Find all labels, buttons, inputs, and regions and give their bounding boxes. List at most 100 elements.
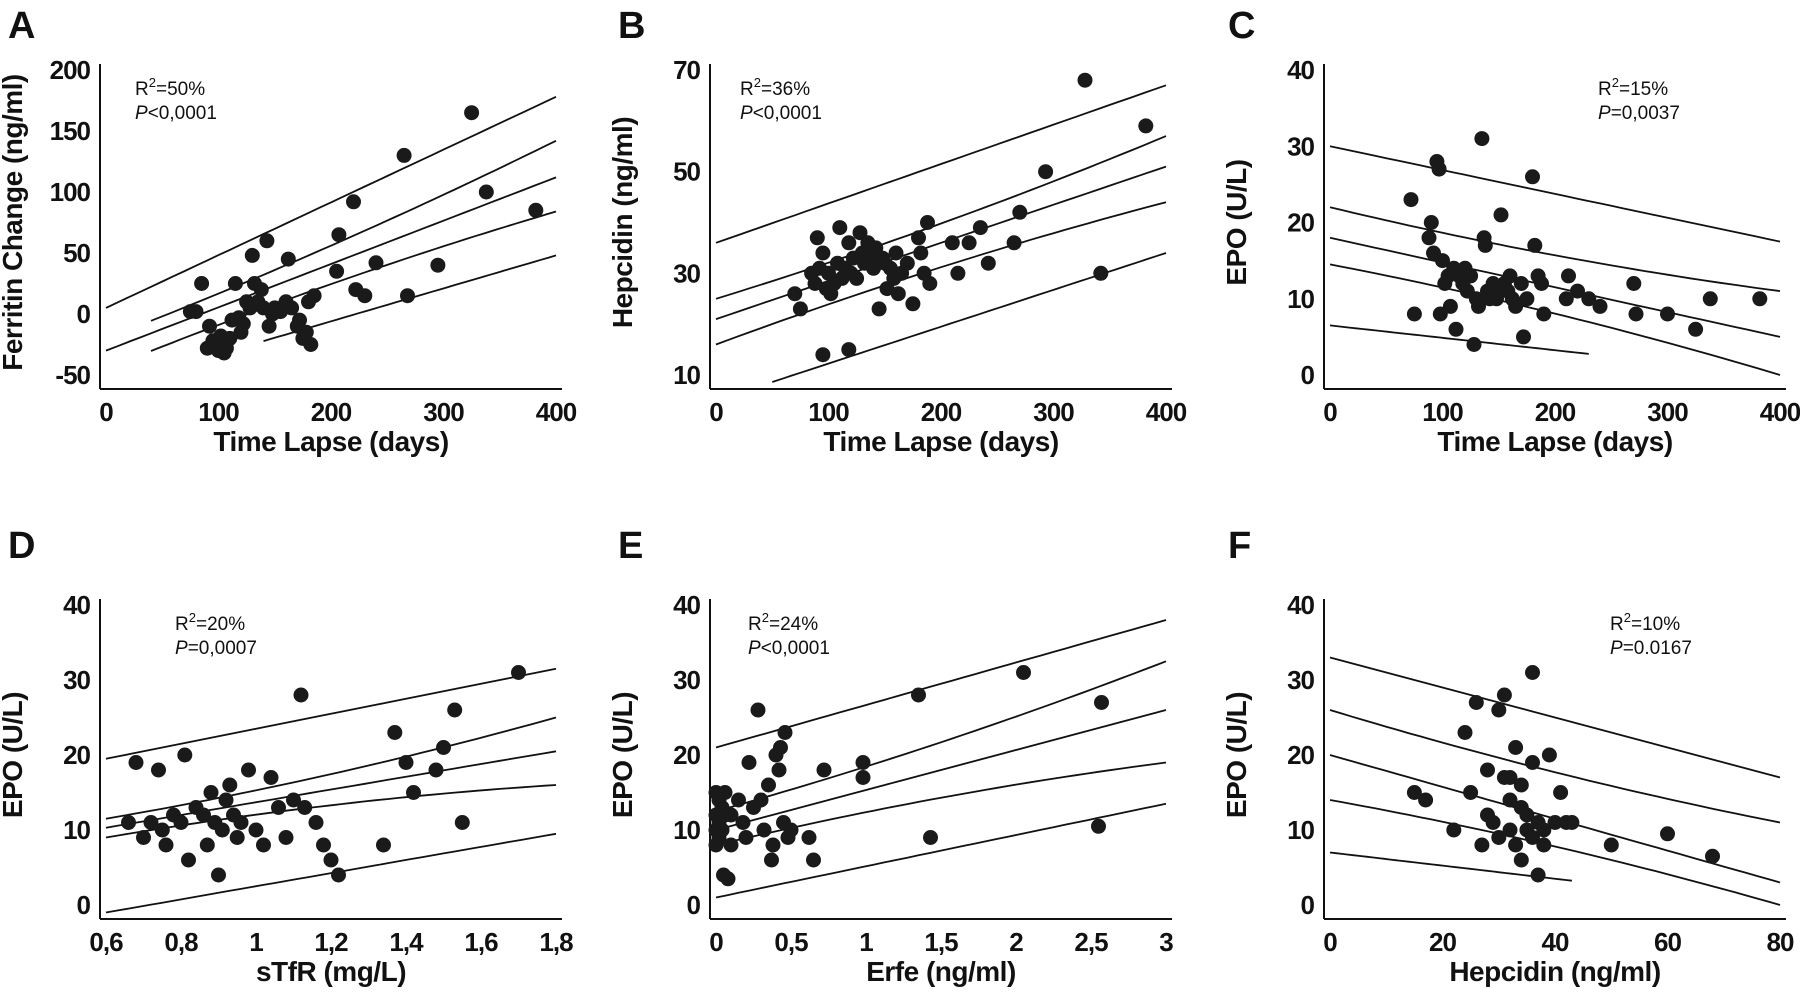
data-point	[121, 815, 136, 830]
data-point	[1457, 725, 1473, 740]
prediction-upper-line	[1329, 656, 1781, 779]
x-tick-label: 60	[1654, 927, 1681, 957]
data-point	[1581, 291, 1597, 307]
r-exponent: 2	[149, 75, 156, 90]
panel-letter: F	[1228, 525, 1251, 567]
data-point	[293, 687, 309, 703]
data-point	[244, 247, 260, 263]
data-point	[1530, 867, 1546, 883]
prediction-lower-line	[1329, 324, 1589, 355]
data-point	[1553, 785, 1569, 800]
x-axis-title: Erfe (ng/ml)	[866, 956, 1016, 987]
data-point	[248, 822, 264, 838]
data-point	[1093, 265, 1109, 281]
data-point	[1471, 298, 1486, 314]
prediction-upper-line	[715, 619, 1167, 749]
data-point	[750, 702, 766, 718]
data-point	[911, 230, 926, 246]
prediction-lower-line	[715, 802, 1167, 899]
data-point	[308, 815, 324, 830]
data-point	[717, 785, 733, 800]
data-point	[1561, 268, 1576, 284]
data-point	[202, 318, 217, 334]
y-tick-label: 150	[50, 116, 91, 146]
x-tick-label: 200	[311, 397, 352, 427]
prediction-upper-line	[105, 667, 557, 760]
y-tick-label: 40	[1287, 590, 1314, 620]
y-tick-label: 200	[50, 55, 91, 85]
data-point	[890, 286, 906, 302]
data-point	[1493, 207, 1509, 223]
x-axis-title: sTfR (mg/L)	[256, 956, 406, 987]
y-tick-label: 10	[1287, 284, 1314, 314]
data-point	[950, 265, 966, 281]
y-tick-label: 20	[1287, 740, 1314, 770]
data-point	[323, 852, 339, 868]
data-point	[923, 830, 938, 845]
confidence-upper-line	[105, 716, 557, 820]
data-point	[1527, 237, 1543, 253]
p-symbol: P	[1610, 638, 1623, 659]
p-symbol: P	[748, 638, 761, 659]
data-point	[1626, 276, 1642, 291]
data-point	[368, 255, 384, 271]
data-point	[199, 837, 215, 853]
data-point	[1592, 298, 1608, 314]
data-point	[1534, 276, 1549, 291]
data-point	[922, 276, 938, 291]
r-squared-value: =20%	[196, 614, 245, 635]
data-point	[1541, 747, 1557, 763]
data-point	[899, 255, 915, 271]
x-axis-title: Time Lapse (days)	[1437, 426, 1672, 457]
data-point	[229, 830, 245, 845]
data-point	[1038, 164, 1054, 180]
y-tick-label: 0	[77, 890, 91, 920]
data-point	[1516, 329, 1531, 345]
prediction-upper-line	[715, 84, 1167, 244]
x-axis-title: Hepcidin (ng/ml)	[1449, 956, 1660, 987]
p-symbol: P	[135, 103, 148, 124]
data-point	[1508, 740, 1524, 755]
data-point	[1485, 815, 1501, 830]
r-symbol: R	[135, 79, 149, 100]
r-exponent: 2	[1612, 75, 1619, 90]
data-point	[143, 815, 159, 830]
data-point	[214, 822, 230, 838]
p-value: <0,0001	[753, 103, 822, 124]
data-point	[1752, 291, 1768, 307]
data-point	[1603, 837, 1619, 853]
x-tick-label: 0,5	[774, 927, 808, 957]
data-point	[436, 740, 451, 755]
r-squared-value: =50%	[156, 79, 205, 100]
x-tick-label: 1,6	[464, 927, 498, 957]
data-point	[1513, 852, 1529, 868]
data-point	[1519, 807, 1535, 823]
data-point	[511, 665, 526, 680]
data-point	[980, 255, 996, 271]
data-point	[278, 830, 294, 845]
data-point	[158, 837, 174, 853]
x-axis-title: Time Lapse (days)	[823, 426, 1058, 457]
x-tick-label: 3	[1159, 927, 1173, 957]
x-tick-label: 2,5	[1074, 927, 1108, 957]
y-tick-label: 40	[63, 590, 90, 620]
regression-line	[105, 176, 557, 352]
data-point	[1525, 169, 1540, 185]
r-symbol: R	[748, 614, 762, 635]
data-point	[852, 225, 868, 241]
y-tick-label: 20	[63, 740, 90, 770]
x-tick-label: 200	[1535, 397, 1576, 427]
data-point	[741, 755, 757, 770]
panel-letter: C	[1228, 5, 1255, 47]
data-point	[809, 230, 825, 246]
confidence-upper-line	[1329, 206, 1781, 292]
y-axis-title: EPO (U/L)	[0, 692, 28, 818]
data-point	[801, 830, 817, 845]
data-point	[128, 755, 144, 770]
y-tick-label: 10	[1287, 815, 1314, 845]
x-tick-label: 1,2	[314, 927, 348, 957]
x-tick-label: 0	[709, 927, 723, 957]
data-point	[1536, 822, 1552, 838]
x-tick-label: 40	[1542, 927, 1569, 957]
data-point	[528, 202, 544, 218]
